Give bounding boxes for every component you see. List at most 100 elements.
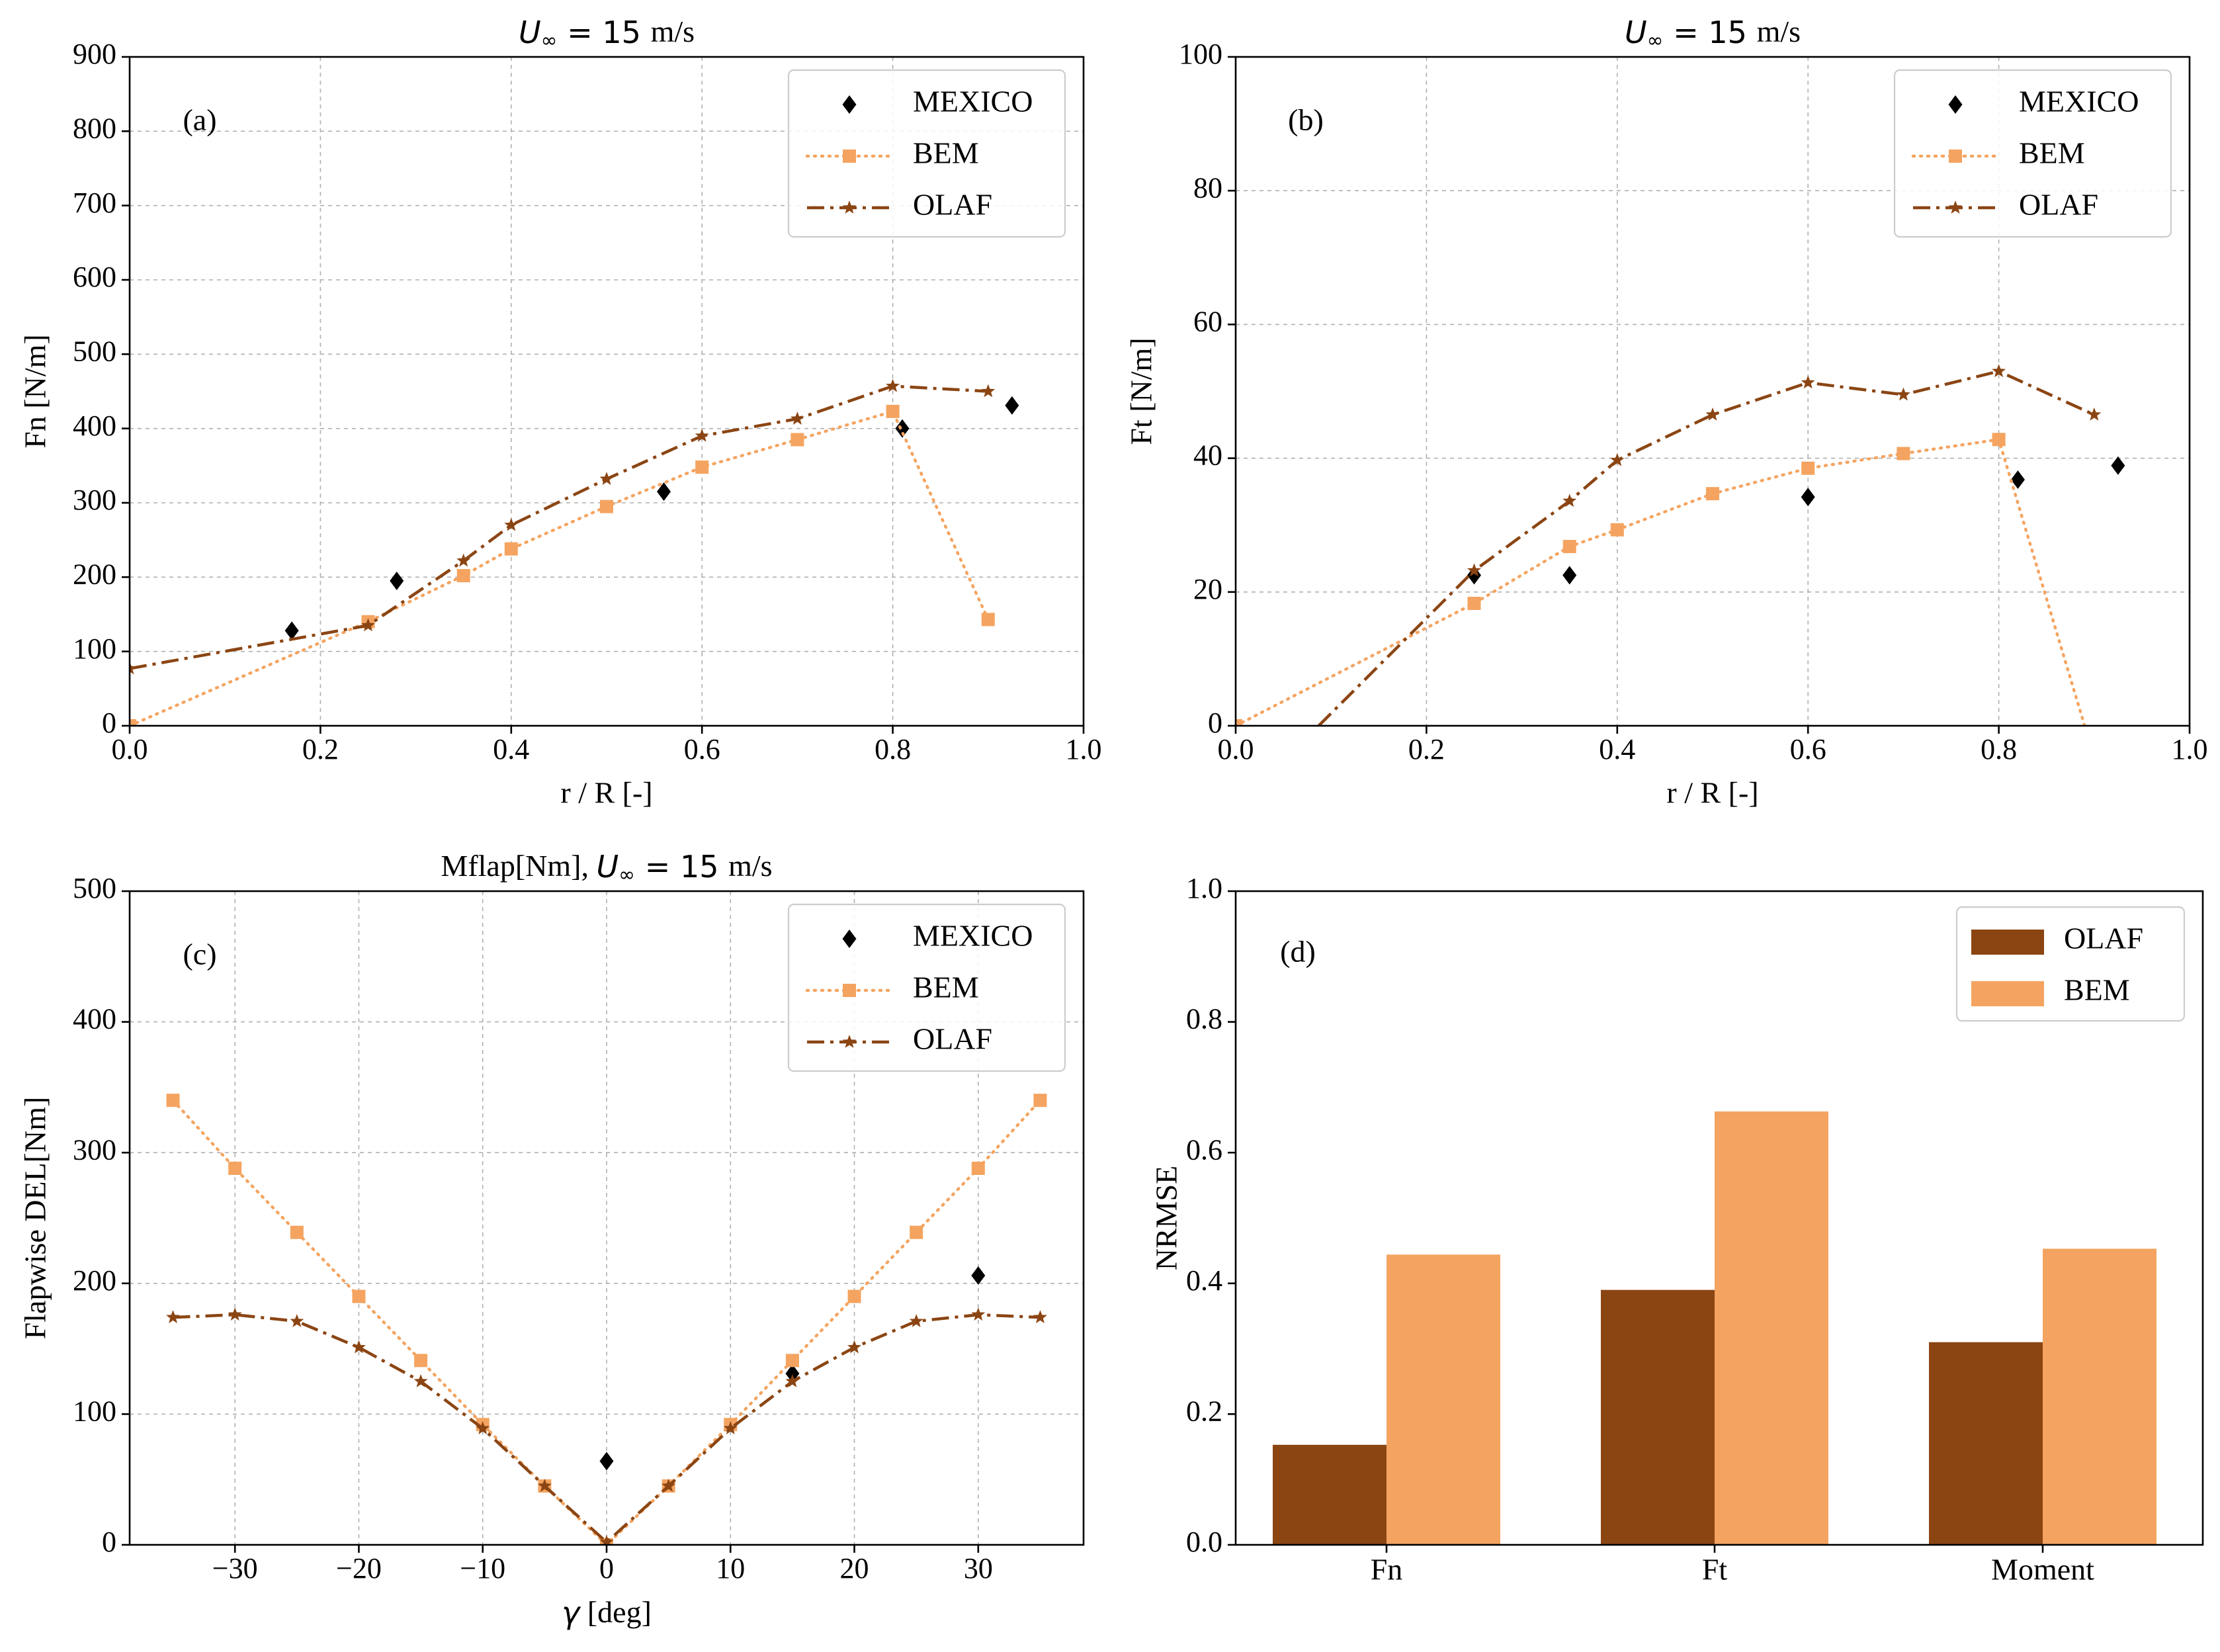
chart-panel-b: 0.0 0.2 0.4 0.6 0.8 1.0 0 20 40 60 80 100 (b) U∞ = 15… bbox=[1125, 15, 2208, 810]
series-olaf bbox=[1273, 1289, 2043, 1545]
olaf-bar bbox=[1601, 1289, 1715, 1545]
legend-olaf-marker bbox=[1948, 200, 1963, 214]
legend-frame bbox=[1893, 69, 2172, 238]
bem-point bbox=[1992, 433, 2006, 447]
bem-point bbox=[290, 1225, 304, 1239]
bem-point bbox=[1562, 540, 1576, 554]
bem-bar bbox=[1387, 1254, 1500, 1545]
bem-point bbox=[785, 1354, 799, 1368]
x-tick-label: 0.0 bbox=[1218, 733, 1254, 765]
bem-line bbox=[171, 1098, 1042, 1545]
title-units: m/s bbox=[651, 15, 695, 48]
x-tick-label: −10 bbox=[460, 1552, 505, 1585]
y-tick-label: 500 bbox=[73, 872, 116, 904]
y-tick-label: 300 bbox=[73, 484, 116, 516]
olaf-point bbox=[723, 1421, 738, 1434]
olaf-point bbox=[166, 1310, 180, 1324]
series-group bbox=[1236, 364, 2125, 726]
mexico-point bbox=[1801, 488, 1815, 507]
legend-mexico-marker bbox=[1948, 95, 1963, 114]
olaf-point bbox=[662, 1479, 676, 1492]
olaf-bar bbox=[1273, 1444, 1387, 1545]
olaf-point bbox=[1033, 1310, 1047, 1324]
legend-frame bbox=[787, 69, 1066, 238]
legend-label: MEXICO bbox=[2019, 85, 2139, 118]
legend-frame bbox=[787, 903, 1066, 1072]
panel-label: (c) bbox=[183, 937, 216, 971]
olaf-point bbox=[130, 661, 137, 675]
olaf-point bbox=[228, 1307, 242, 1321]
mexico-point bbox=[971, 1266, 986, 1285]
x-tick-label: 0.8 bbox=[1981, 733, 2017, 765]
olaf-point bbox=[785, 1374, 800, 1387]
series-olaf bbox=[166, 1307, 1047, 1545]
olaf-point bbox=[847, 1340, 861, 1354]
y-tick-label: 100 bbox=[1179, 38, 1222, 70]
mexico-point bbox=[895, 419, 910, 438]
olaf-point bbox=[1467, 563, 1481, 577]
olaf-point bbox=[1896, 387, 1910, 401]
panel-label: (a) bbox=[183, 103, 216, 137]
x-tick-label: −30 bbox=[212, 1552, 258, 1585]
mexico-point bbox=[1005, 396, 1019, 415]
legend-label: OLAF bbox=[2019, 188, 2098, 222]
x-axis-label: r / R [-] bbox=[560, 776, 652, 810]
bem-point bbox=[971, 1161, 985, 1175]
olaf-point bbox=[413, 1374, 428, 1387]
olaf-point bbox=[599, 1535, 614, 1545]
olaf-point bbox=[1992, 364, 2006, 378]
bem-line bbox=[1236, 437, 2086, 726]
mexico-point bbox=[2010, 470, 2025, 489]
x-axis-label-symbol: γ bbox=[562, 1595, 581, 1631]
bem-point bbox=[1801, 461, 1815, 475]
bem-point bbox=[847, 1289, 861, 1303]
series-olaf bbox=[1317, 364, 2102, 726]
bem-point bbox=[790, 433, 804, 447]
mexico-point bbox=[1562, 566, 1577, 585]
bem-point bbox=[1897, 447, 1910, 460]
chart-title: Mflap[Nm], U∞ = 15 m/s bbox=[441, 849, 772, 887]
legend-olaf-marker bbox=[842, 1035, 857, 1048]
olaf-point bbox=[2087, 407, 2102, 421]
bem-point bbox=[504, 542, 518, 556]
chart-title: U∞ = 15 m/s bbox=[1625, 15, 1801, 52]
x-tick-label: 0.8 bbox=[875, 733, 911, 765]
x-tick-label: 0.2 bbox=[302, 733, 339, 765]
legend-label: MEXICO bbox=[913, 919, 1033, 953]
title-units: m/s bbox=[1757, 15, 1801, 48]
series-mexico bbox=[284, 396, 1019, 640]
title-prefix: Mflap[Nm], bbox=[441, 849, 596, 883]
y-tick-label: 400 bbox=[73, 1003, 116, 1035]
series-bem bbox=[130, 404, 995, 726]
y-axis-label: Ft [N/m] bbox=[1125, 337, 1158, 445]
y-tick-label: 1.0 bbox=[1186, 872, 1222, 904]
legend-label: OLAF bbox=[913, 188, 992, 222]
bem-point bbox=[1236, 719, 1242, 726]
bem-point bbox=[886, 404, 900, 418]
olaf-bar bbox=[1929, 1342, 2043, 1545]
legend-label: OLAF bbox=[2064, 922, 2143, 955]
x-tick-label: 0.4 bbox=[493, 733, 529, 765]
olaf-point bbox=[352, 1340, 366, 1354]
olaf-point bbox=[361, 618, 375, 632]
bem-point bbox=[456, 569, 470, 583]
chart-panel-d: 0.0 0.2 0.4 0.6 0.8 1.0 Fn Ft Moment (d) NRMSE OLAF… bbox=[1150, 872, 2204, 1587]
mexico-point bbox=[390, 571, 404, 590]
olaf-point bbox=[504, 517, 519, 531]
y-tick-label: 0 bbox=[102, 707, 116, 739]
olaf-point bbox=[971, 1307, 986, 1321]
title-equals: = 15 bbox=[1664, 15, 1757, 50]
title-symbol: U bbox=[1625, 15, 1647, 50]
y-tick-label: 200 bbox=[73, 558, 116, 590]
legend-label: BEM bbox=[913, 971, 979, 1004]
legend: MEXICO BEM OLAF bbox=[787, 69, 1066, 238]
legend-olaf-marker bbox=[842, 200, 857, 214]
x-tick-label: Fn bbox=[1371, 1553, 1403, 1587]
plot-frame bbox=[128, 890, 1085, 1546]
y-tick-label: 60 bbox=[1193, 305, 1222, 337]
bem-point bbox=[166, 1094, 180, 1108]
olaf-point bbox=[886, 378, 900, 392]
legend-bem-swatch bbox=[1971, 981, 2044, 1006]
y-tick-label: 20 bbox=[1193, 573, 1222, 605]
